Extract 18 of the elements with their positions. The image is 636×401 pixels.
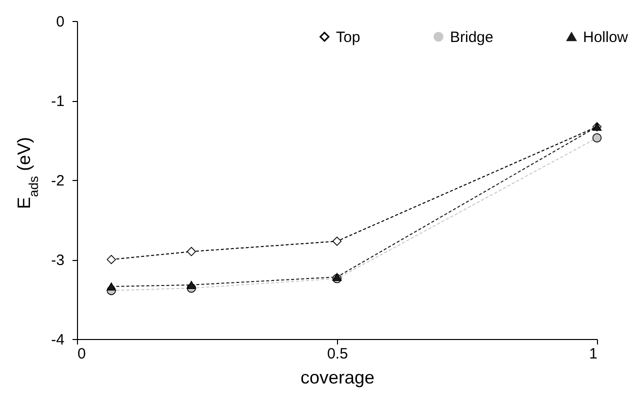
y-tick-label: -2 — [51, 172, 64, 190]
point — [332, 236, 342, 246]
point — [186, 246, 196, 256]
point — [592, 133, 602, 142]
y-tick-label: 0 — [56, 14, 64, 30]
x-tick-label: 0.5 — [327, 346, 348, 362]
x-axis-title: coverage — [300, 368, 375, 388]
point — [186, 280, 196, 289]
x-tick-label: 0 — [78, 346, 86, 362]
legend-label: Bridge — [450, 28, 494, 46]
legend-label: Hollow — [583, 28, 628, 46]
legend-label: Top — [336, 28, 360, 46]
y-tick-label: -1 — [51, 93, 64, 110]
point — [106, 282, 116, 291]
y-tick-label: -3 — [51, 252, 64, 269]
point — [106, 254, 116, 264]
x-tick-label: 1 — [589, 346, 598, 362]
y-tick-label: -4 — [51, 332, 64, 348]
